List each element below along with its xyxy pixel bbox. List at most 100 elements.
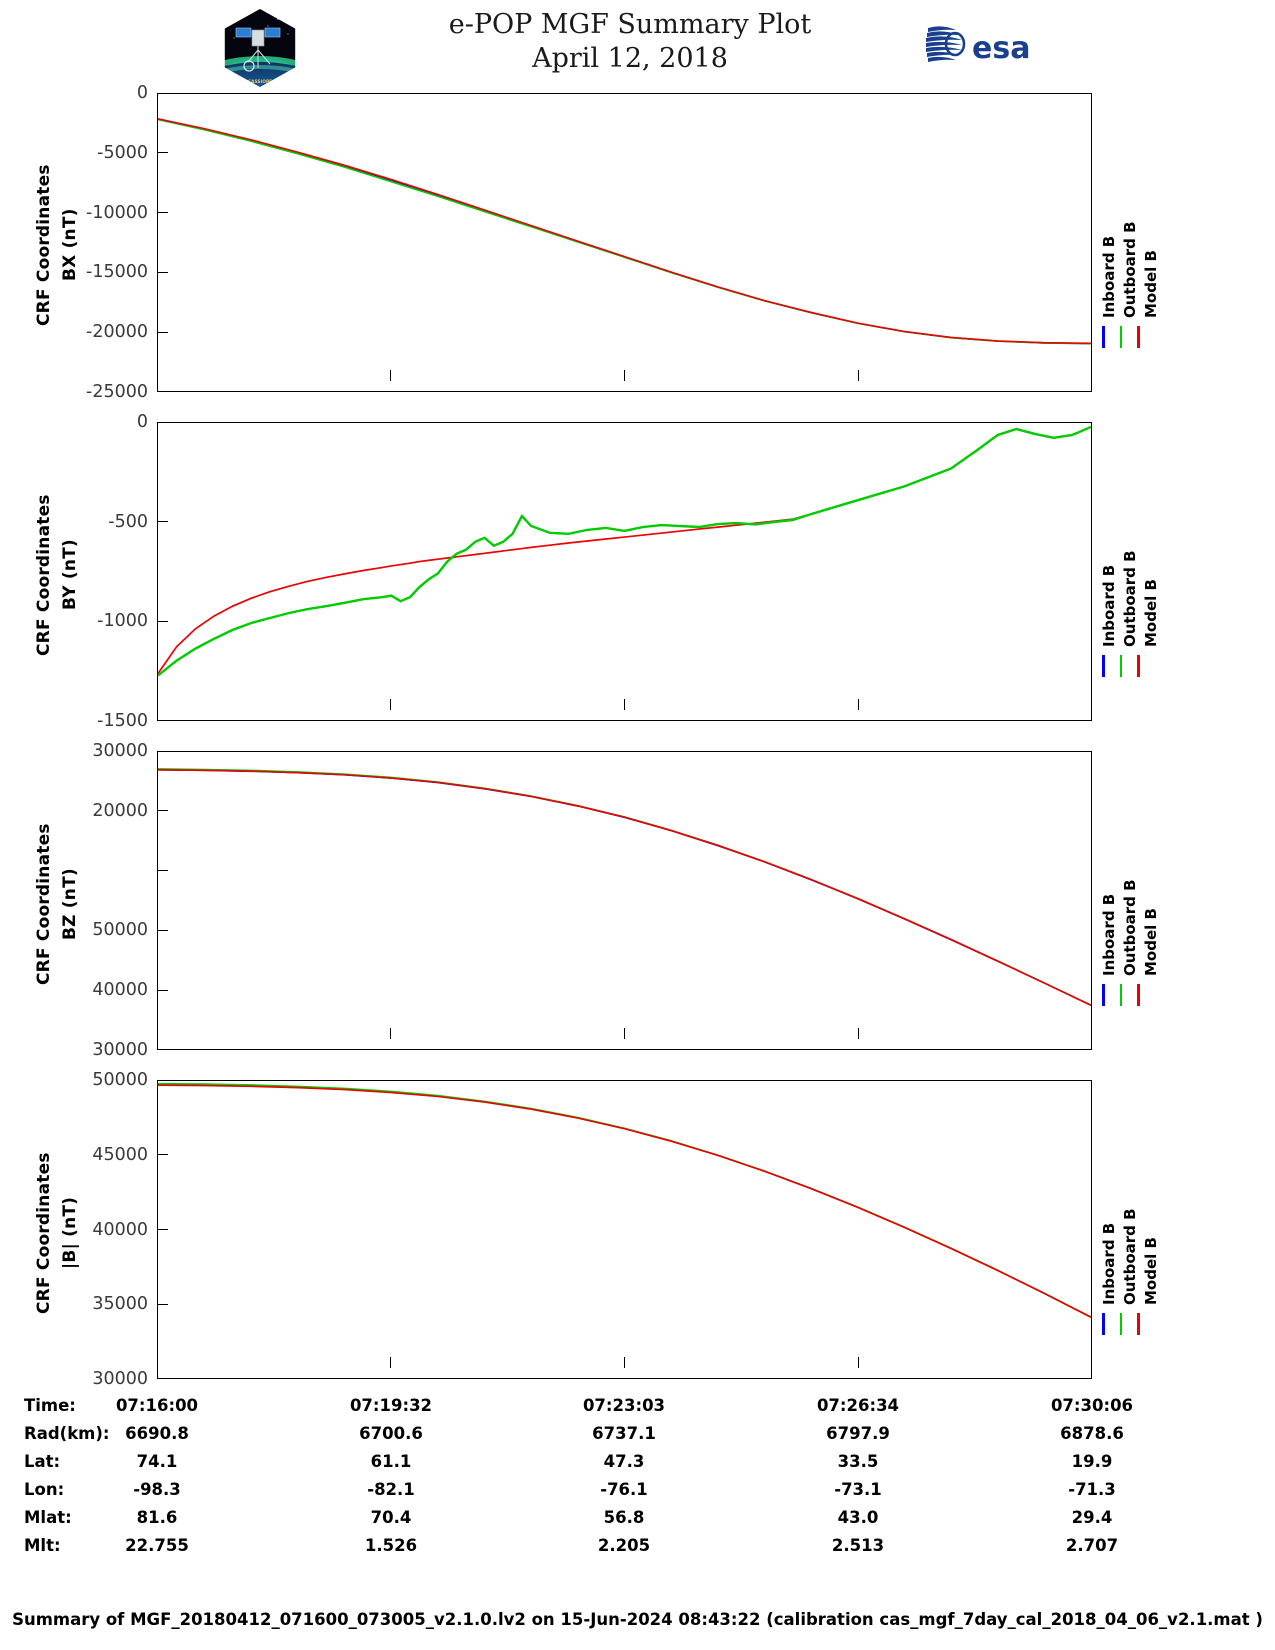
ytick-label: 40000 bbox=[92, 980, 148, 1001]
bx-trace-area bbox=[158, 118, 1091, 345]
bz-xtick-marks bbox=[157, 1028, 1092, 1051]
ytick-label: 50000 bbox=[92, 1070, 148, 1090]
legend-entry-label: Outboard B bbox=[1121, 879, 1139, 976]
legend-bx-swatches bbox=[1102, 326, 1155, 348]
ytick-mark bbox=[157, 1154, 168, 1156]
table-cell: 6878.6 bbox=[1060, 1424, 1124, 1443]
btotal-series-model bbox=[158, 1084, 1091, 1319]
table-row: Rad(km): 6690.8 6700.6 6737.1 6797.9 6878.6 bbox=[0, 1424, 1275, 1452]
ytick-label: -10000 bbox=[86, 202, 148, 223]
table-cell: -71.3 bbox=[1068, 1480, 1116, 1499]
ytick-label: -15000 bbox=[86, 262, 148, 283]
legend-by-names: Inboard B Outboard B Model B bbox=[1100, 497, 1163, 647]
table-cell: -73.1 bbox=[834, 1480, 882, 1499]
ytick-label: 30000 bbox=[92, 1040, 148, 1060]
by-ytick-marks bbox=[157, 422, 169, 721]
ytick-label: 20000 bbox=[92, 800, 148, 821]
table-cell: 81.6 bbox=[136, 1508, 178, 1527]
ytick-mark bbox=[157, 520, 168, 523]
legend-btotal-names: Inboard B Outboard B Model B bbox=[1100, 1155, 1163, 1305]
table-cell: 47.3 bbox=[603, 1452, 645, 1471]
table-cell: 43.0 bbox=[837, 1508, 879, 1527]
table-cell: 33.5 bbox=[837, 1452, 879, 1471]
table-cell: 1.526 bbox=[364, 1536, 418, 1555]
ytick-mark bbox=[157, 1228, 168, 1231]
legend-color-swatch bbox=[1137, 326, 1140, 348]
chart-panel-bz bbox=[157, 751, 1092, 1050]
table-cell: 07:26:34 bbox=[816, 1396, 900, 1415]
table-cell: 6700.6 bbox=[359, 1424, 423, 1443]
esa-logo-icon: esa bbox=[926, 26, 1030, 66]
legend-color-swatch bbox=[1102, 984, 1105, 1006]
xtick-mark bbox=[857, 1357, 859, 1368]
ytick-label: -5000 bbox=[97, 142, 148, 163]
table-cell: 22.755 bbox=[125, 1536, 189, 1555]
esa-wordmark: esa bbox=[972, 31, 1030, 66]
by-ytick-labels: 0 -500 -1000 -1500 bbox=[28, 412, 148, 731]
ytick-mark bbox=[157, 271, 168, 274]
table-cell: -76.1 bbox=[600, 1480, 648, 1499]
xtick-mark bbox=[390, 1028, 392, 1039]
legend-color-swatch bbox=[1102, 326, 1105, 348]
plot-title: e-POP MGF Summary Plot April 12, 2018 bbox=[330, 8, 930, 76]
ytick-mark bbox=[157, 211, 168, 214]
legend-color-swatch bbox=[1119, 984, 1123, 1006]
legend-entry-label: Inboard B bbox=[1100, 235, 1118, 318]
ytick-label: 45000 bbox=[92, 1144, 148, 1165]
legend-entry-label: Outboard B bbox=[1121, 221, 1139, 318]
legend-color-swatch bbox=[1119, 655, 1123, 677]
bz-series-outboard bbox=[158, 768, 1091, 1006]
bx-series-outboard bbox=[158, 118, 1091, 345]
table-row: Lon: -98.3 -82.1 -76.1 -73.1 -71.3 bbox=[0, 1480, 1275, 1508]
bz-series-model bbox=[158, 768, 1091, 1007]
ytick-label: 30000 bbox=[92, 1369, 148, 1389]
table-cell: 2.205 bbox=[597, 1536, 651, 1555]
bx-ytick-marks bbox=[157, 93, 169, 392]
table-cell: -82.1 bbox=[367, 1480, 415, 1499]
legend-color-swatch bbox=[1119, 326, 1123, 348]
footer-caption: Summary of MGF_20180412_071600_073005_v2… bbox=[12, 1610, 1263, 1629]
page-header: CASSIOPE e-POP MGF Summary Plot April 12… bbox=[0, 0, 1275, 92]
ytick-label: -1500 bbox=[97, 711, 148, 731]
ytick-label: 40000 bbox=[92, 1219, 148, 1240]
legend-color-swatch bbox=[1119, 1313, 1123, 1335]
table-row: Time: 07:16:00 07:19:32 07:23:03 07:26:34 07:… bbox=[0, 1396, 1275, 1424]
table-row: Mlat: 81.6 70.4 56.8 43.0 29.4 bbox=[0, 1508, 1275, 1536]
table-cell: 07:16:00 bbox=[115, 1396, 199, 1415]
svg-text:CASSIOPE: CASSIOPE bbox=[248, 79, 272, 85]
table-cell: 70.4 bbox=[370, 1508, 412, 1527]
ytick-label: 0 bbox=[136, 83, 148, 103]
table-cell: 29.4 bbox=[1071, 1508, 1113, 1527]
legend-entry-label: Model B bbox=[1142, 1237, 1160, 1305]
ytick-mark bbox=[157, 152, 168, 154]
table-cell: 74.1 bbox=[136, 1452, 178, 1471]
table-row: Mlt: 22.755 1.526 2.205 2.513 2.707 bbox=[0, 1536, 1275, 1564]
legend-entry-label: Outboard B bbox=[1121, 550, 1139, 647]
table-row-label: Time: bbox=[24, 1396, 76, 1415]
btotal-trace-area bbox=[158, 1082, 1091, 1319]
bx-series-model bbox=[158, 118, 1091, 345]
cassiope-mission-patch-icon: CASSIOPE bbox=[223, 7, 297, 89]
ytick-mark bbox=[157, 331, 168, 333]
bz-trace-area bbox=[158, 768, 1091, 1007]
legend-color-swatch bbox=[1137, 1313, 1140, 1335]
ephemeris-table: Time: 07:16:00 07:19:32 07:23:03 07:26:34 07:… bbox=[0, 1396, 1275, 1564]
ytick-mark bbox=[157, 869, 168, 872]
table-cell: -98.3 bbox=[133, 1480, 181, 1499]
ytick-label: 35000 bbox=[92, 1294, 148, 1315]
by-series-model bbox=[158, 426, 1091, 674]
legend-entry-label: Model B bbox=[1142, 250, 1160, 318]
btotal-ytick-marks bbox=[157, 1080, 169, 1379]
legend-entry-label: Inboard B bbox=[1100, 893, 1118, 976]
xtick-mark bbox=[623, 370, 626, 381]
table-row-label: Lon: bbox=[24, 1480, 65, 1499]
ytick-label: -500 bbox=[108, 511, 148, 532]
legend-color-swatch bbox=[1102, 655, 1105, 677]
by-trace-area bbox=[158, 425, 1091, 677]
ytick-label: -1000 bbox=[97, 611, 148, 632]
bx-xtick-marks bbox=[157, 370, 1092, 393]
plot-title-main: e-POP MGF Summary Plot bbox=[448, 9, 812, 40]
bz-ytick-marks bbox=[157, 751, 169, 1050]
by-xtick-marks bbox=[157, 699, 1092, 722]
legend-color-swatch bbox=[1137, 984, 1140, 1006]
